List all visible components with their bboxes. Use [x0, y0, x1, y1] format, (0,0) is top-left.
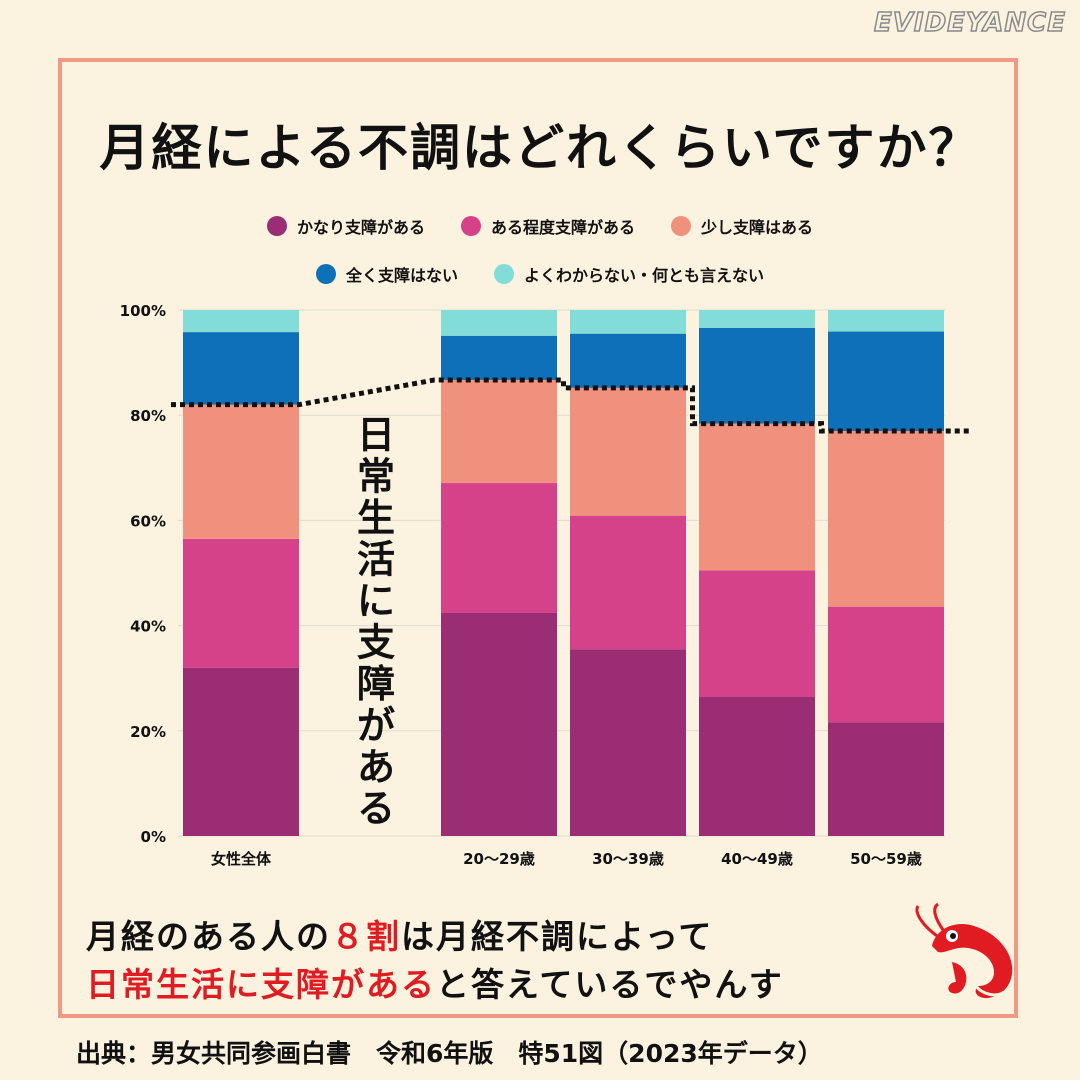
- callout-char: が: [357, 704, 395, 748]
- content-frame: [58, 58, 1018, 1018]
- y-tick-label: 80%: [130, 407, 166, 425]
- caption-line-2: 日常生活に支障があると答えているでやんす: [86, 958, 916, 1006]
- x-tick-label: 30〜39歳: [592, 850, 664, 868]
- callout-char: あ: [357, 745, 395, 789]
- bar-segment: [183, 667, 299, 836]
- bar-segment: [699, 310, 815, 328]
- caption-highlight: 日常生活に支障がある: [86, 965, 436, 1004]
- callout-char: 障: [357, 662, 395, 706]
- bar-segment: [699, 327, 815, 424]
- legend-row-1: かなり支障がある ある程度支障がある 少し支障はある: [58, 214, 1022, 238]
- caption-text: と答えているでやんす: [436, 965, 784, 1004]
- x-tick-label: 50〜59歳: [850, 850, 922, 868]
- caption-text: 月経のある人の: [86, 917, 331, 956]
- caption-text: は月経不調によって: [401, 917, 714, 956]
- caption-highlight: ８割: [331, 917, 401, 956]
- legend-swatch: [494, 264, 514, 284]
- legend-item: ある程度支障がある: [460, 214, 635, 238]
- legend-row-2: 全く支障はない よくわからない・何とも言えない: [58, 262, 1022, 286]
- bars: [183, 310, 944, 836]
- bar-segment: [441, 612, 557, 836]
- callout-char: 日: [357, 413, 395, 457]
- legend-swatch: [266, 216, 287, 236]
- gridlines: [178, 309, 945, 837]
- bar-segment: [570, 333, 686, 388]
- legend-label: かなり支障がある: [296, 218, 425, 237]
- legend-swatch: [671, 216, 691, 236]
- bar-segment: [183, 538, 299, 668]
- bar-segment: [183, 332, 299, 405]
- chart-title: 月経による不調はどれくらいですか？: [99, 119, 981, 177]
- y-tick-label: 20%: [130, 723, 166, 741]
- callout-char: に: [357, 579, 395, 623]
- bar-segment: [828, 722, 944, 836]
- bar-segment: [828, 310, 944, 332]
- legend-label: 少し支障はある: [701, 218, 814, 237]
- bar-segment: [183, 310, 299, 333]
- bar-segment: [441, 379, 557, 484]
- bar-segment: [570, 515, 686, 650]
- bar-segment: [183, 404, 299, 539]
- shrimp-mascot-icon: [915, 902, 1013, 999]
- annotation: 日常生活に支障がある: [171, 377, 970, 831]
- legend-swatch: [460, 216, 481, 236]
- bar-segment: [828, 606, 944, 723]
- legend-item: 全く支障はない: [315, 262, 458, 286]
- bar-segment: [570, 649, 686, 836]
- legend-label: 全く支障はない: [345, 266, 458, 285]
- y-tick-label: 100%: [120, 302, 166, 320]
- bar-segment: [441, 310, 557, 336]
- bar-segment: [441, 483, 557, 613]
- callout-char: る: [357, 787, 395, 831]
- y-tick-label: 60%: [130, 512, 166, 530]
- callout-char: 生: [357, 496, 395, 540]
- x-tick-label: 20〜29歳: [463, 850, 535, 868]
- legend-item: 少し支障はある: [671, 214, 813, 238]
- bar-segment: [570, 387, 686, 516]
- legend-swatch: [315, 264, 336, 284]
- brand-watermark: EVIDEYANCE: [873, 7, 1066, 39]
- callout-char: 常: [357, 455, 395, 499]
- legend-label: ある程度支障がある: [490, 218, 635, 237]
- y-tick-label: 40%: [130, 618, 166, 636]
- legend-item: よくわからない・何とも言えない: [494, 262, 764, 286]
- callout-char: 支: [357, 621, 395, 665]
- y-tick-label: 0%: [141, 828, 166, 846]
- stacked-bar-chart: 0% 20% 40% 60% 80% 100% 女性全体 20〜29歳 30〜39歳 40〜49歳…: [120, 302, 970, 868]
- bar-segment: [570, 310, 686, 334]
- bar-segment: [828, 331, 944, 431]
- source-citation: 出典：男女共同参画白書 令和6年版 特51図（2023年データ）: [76, 1039, 823, 1068]
- bar-segment: [699, 423, 815, 571]
- bar-segment: [441, 335, 557, 380]
- bar-segment: [828, 430, 944, 607]
- x-tick-label: 女性全体: [211, 850, 272, 868]
- callout-char: 活: [357, 538, 395, 582]
- bar-segment: [699, 696, 815, 836]
- bar-segment: [699, 570, 815, 697]
- axes: 0% 20% 40% 60% 80% 100% 女性全体 20〜29歳 30〜39歳 40〜49歳…: [120, 302, 922, 868]
- x-tick-label: 40〜49歳: [721, 850, 793, 868]
- legend-item: かなり支障がある: [266, 214, 425, 238]
- legend-label: よくわからない・何とも言えない: [524, 266, 765, 285]
- caption-line-1: 月経のある人の８割は月経不調によって: [86, 910, 916, 958]
